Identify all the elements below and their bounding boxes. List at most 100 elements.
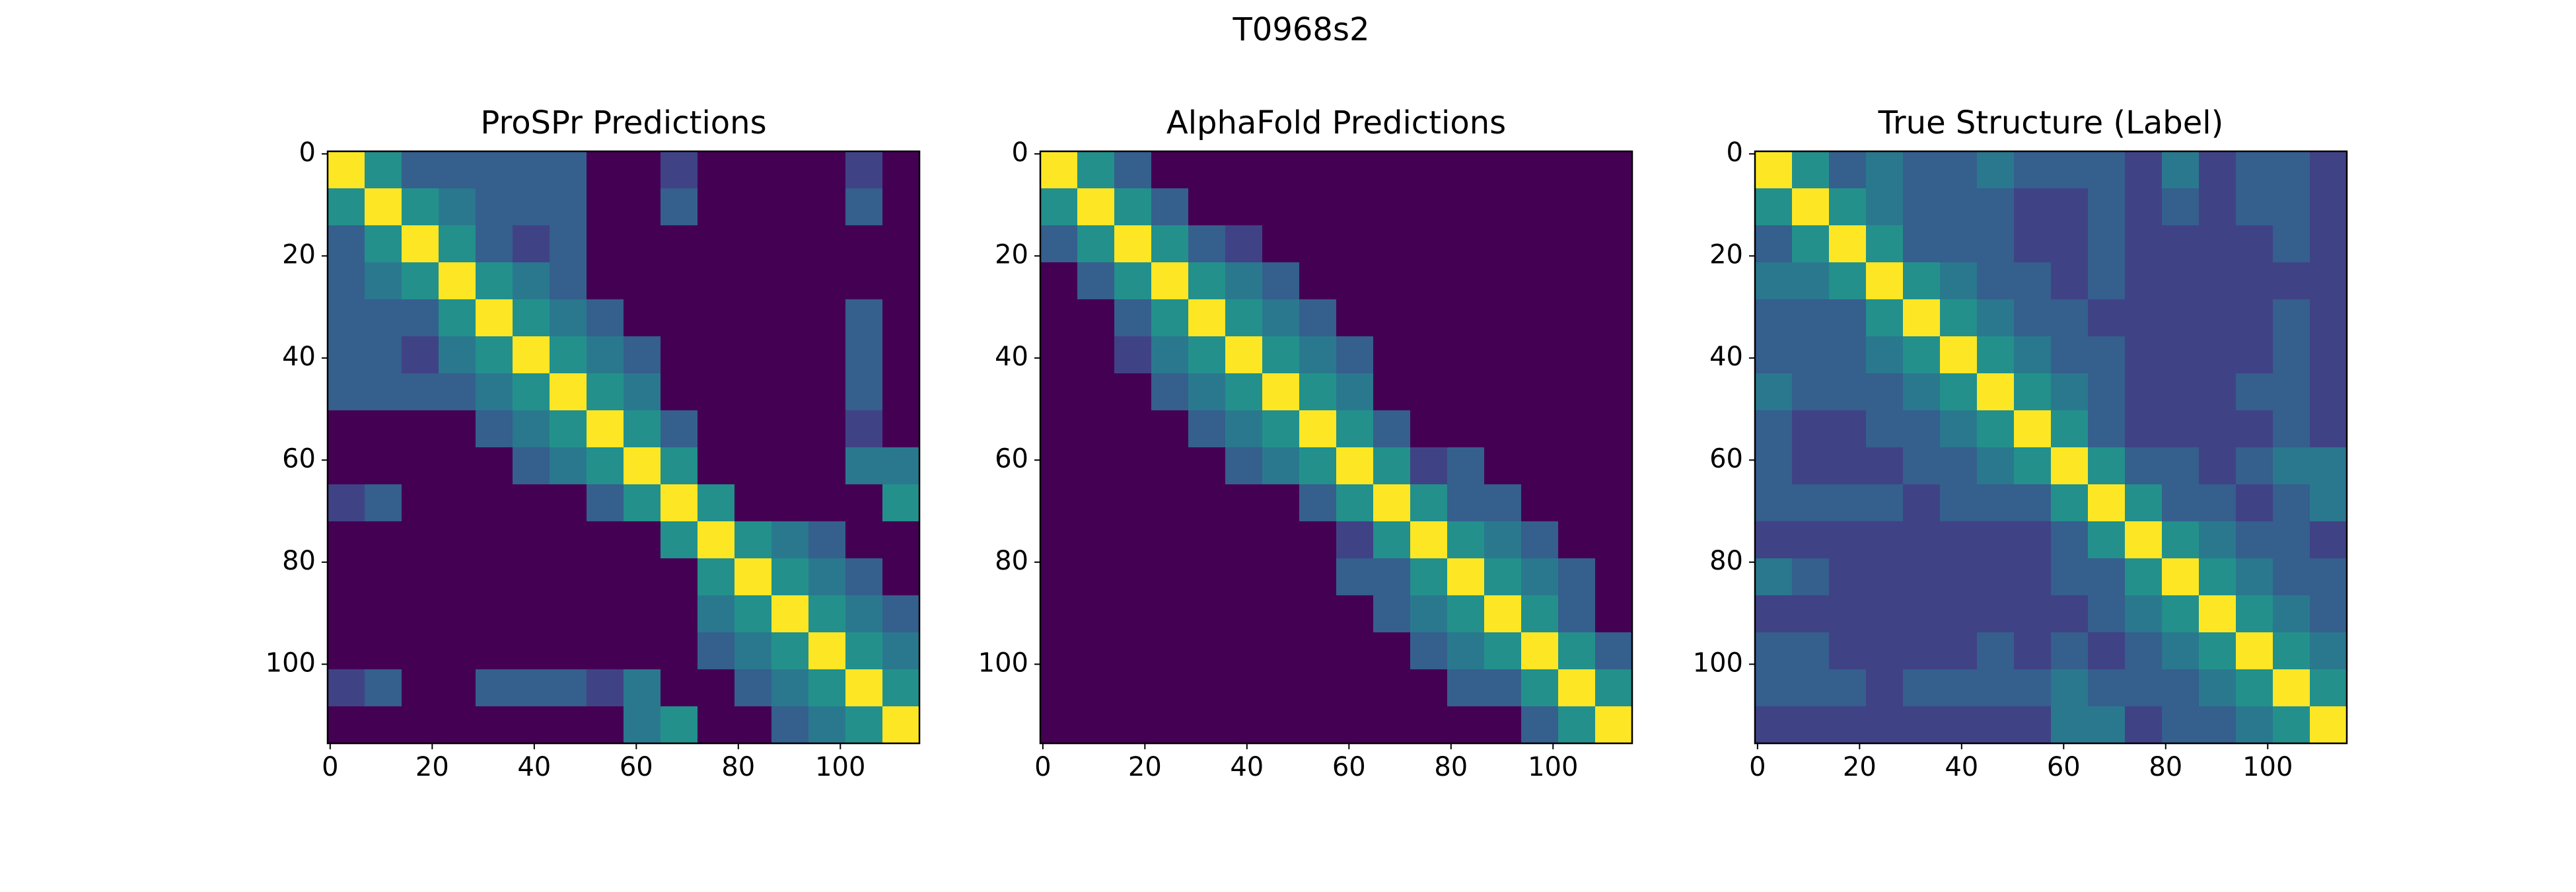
heatmap-cell (1077, 669, 1115, 707)
heatmap-cell (882, 410, 920, 448)
heatmap-cell (771, 484, 809, 522)
heatmap-cell (1755, 706, 1793, 744)
heatmap-cell (439, 225, 476, 263)
x-tick-label: 20 (415, 752, 449, 782)
heatmap-cell (1792, 299, 1830, 337)
heatmap-cell (587, 632, 624, 670)
heatmap-cell (513, 558, 550, 596)
heatmap-cell (1977, 225, 2015, 263)
heatmap-cell (1866, 188, 1904, 226)
heatmap-cell (513, 706, 550, 744)
heatmap-cell (2273, 225, 2310, 263)
heatmap-cell (1262, 336, 1300, 374)
heatmap-cell (2310, 373, 2347, 411)
y-tick-label: 20 (995, 239, 1028, 270)
heatmap-cell (1040, 706, 1078, 744)
heatmap-cell (2162, 521, 2200, 559)
heatmap-cell (2014, 336, 2052, 374)
heatmap-cell (1484, 521, 1522, 559)
heatmap-cell (1755, 521, 1793, 559)
heatmap-cell (1447, 484, 1485, 522)
heatmap-cell (587, 336, 624, 374)
heatmap-cell (845, 299, 883, 337)
heatmap-cell (1040, 262, 1078, 300)
heatmap-cell (365, 558, 402, 596)
heatmap-cell (2014, 706, 2052, 744)
heatmap-cell (1977, 151, 2015, 189)
y-tick-label: 80 (282, 546, 316, 576)
heatmap-cell (2125, 262, 2163, 300)
heatmap-cell (1558, 151, 1596, 189)
heatmap-cell (1792, 706, 1830, 744)
heatmap-cell (1595, 706, 1633, 744)
heatmap-cell (402, 299, 439, 337)
heatmap-cell (698, 484, 735, 522)
heatmap-cell (1829, 262, 1867, 300)
heatmap-cell (1077, 151, 1115, 189)
heatmap-cell (402, 336, 439, 374)
heatmap-cell (1151, 373, 1189, 411)
heatmap-cell (624, 558, 661, 596)
heatmap-cell (476, 484, 513, 522)
heatmap-cell (882, 262, 920, 300)
heatmap-cell (439, 336, 476, 374)
heatmap-cell (1299, 225, 1337, 263)
heatmap-cell (1940, 706, 1978, 744)
heatmap-cell (2014, 632, 2052, 670)
heatmap-cell (1755, 410, 1793, 448)
heatmap-cell (2273, 706, 2310, 744)
heatmap-cell (1299, 262, 1337, 300)
heatmap-cell (1595, 595, 1633, 633)
heatmap-cell (771, 410, 809, 448)
heatmap-cell (2162, 299, 2200, 337)
heatmap-cell (1262, 484, 1300, 522)
heatmap-cell (2199, 410, 2236, 448)
heatmap-cell (2125, 447, 2163, 485)
heatmap-cell (1484, 706, 1522, 744)
x-tick-label: 40 (517, 752, 551, 782)
heatmap-cell (1595, 373, 1633, 411)
heatmap-cell (661, 669, 698, 707)
heatmap-cell (734, 188, 772, 226)
heatmap-cell (845, 225, 883, 263)
heatmap-cell (845, 262, 883, 300)
y-tick-label: 40 (995, 342, 1028, 372)
heatmap-cell (882, 151, 920, 189)
heatmap-cell (328, 336, 365, 374)
heatmap-cell (1755, 447, 1793, 485)
heatmap-cell (2310, 336, 2347, 374)
heatmap-cell (1225, 225, 1263, 263)
heatmap-cell (365, 410, 402, 448)
heatmap-cell (1558, 669, 1596, 707)
heatmap-cell (734, 632, 772, 670)
heatmap-cell (328, 558, 365, 596)
heatmap-cell (661, 595, 698, 633)
heatmap-cell (1151, 151, 1189, 189)
heatmap-cell (698, 558, 735, 596)
heatmap-cell (1903, 447, 1941, 485)
heatmap-cell (1447, 262, 1485, 300)
heatmap-cell (1188, 521, 1226, 559)
heatmap-cell (698, 706, 735, 744)
heatmap-cell (1410, 447, 1448, 485)
heatmap-cell (1792, 225, 1830, 263)
x-tick-label: 80 (721, 752, 755, 782)
heatmap-cell (1262, 447, 1300, 485)
heatmap-cell (1595, 188, 1633, 226)
heatmap-cell (2088, 410, 2126, 448)
heatmap-cell (1299, 299, 1337, 337)
heatmap-cell (1829, 669, 1867, 707)
heatmap-cell (2273, 447, 2310, 485)
heatmap-cell (1595, 632, 1633, 670)
heatmap-cell (734, 669, 772, 707)
panel-title: True Structure (Label) (1878, 104, 2224, 141)
heatmap-cell (2273, 595, 2310, 633)
heatmap-cell (1792, 410, 1830, 448)
heatmap-cell (1521, 632, 1559, 670)
heatmap-cell (1225, 151, 1263, 189)
heatmap-cell (1829, 706, 1867, 744)
heatmap-cell (1040, 336, 1078, 374)
heatmap-cell (2088, 225, 2126, 263)
y-tick-label: 0 (299, 137, 316, 168)
heatmap-cell (587, 188, 624, 226)
